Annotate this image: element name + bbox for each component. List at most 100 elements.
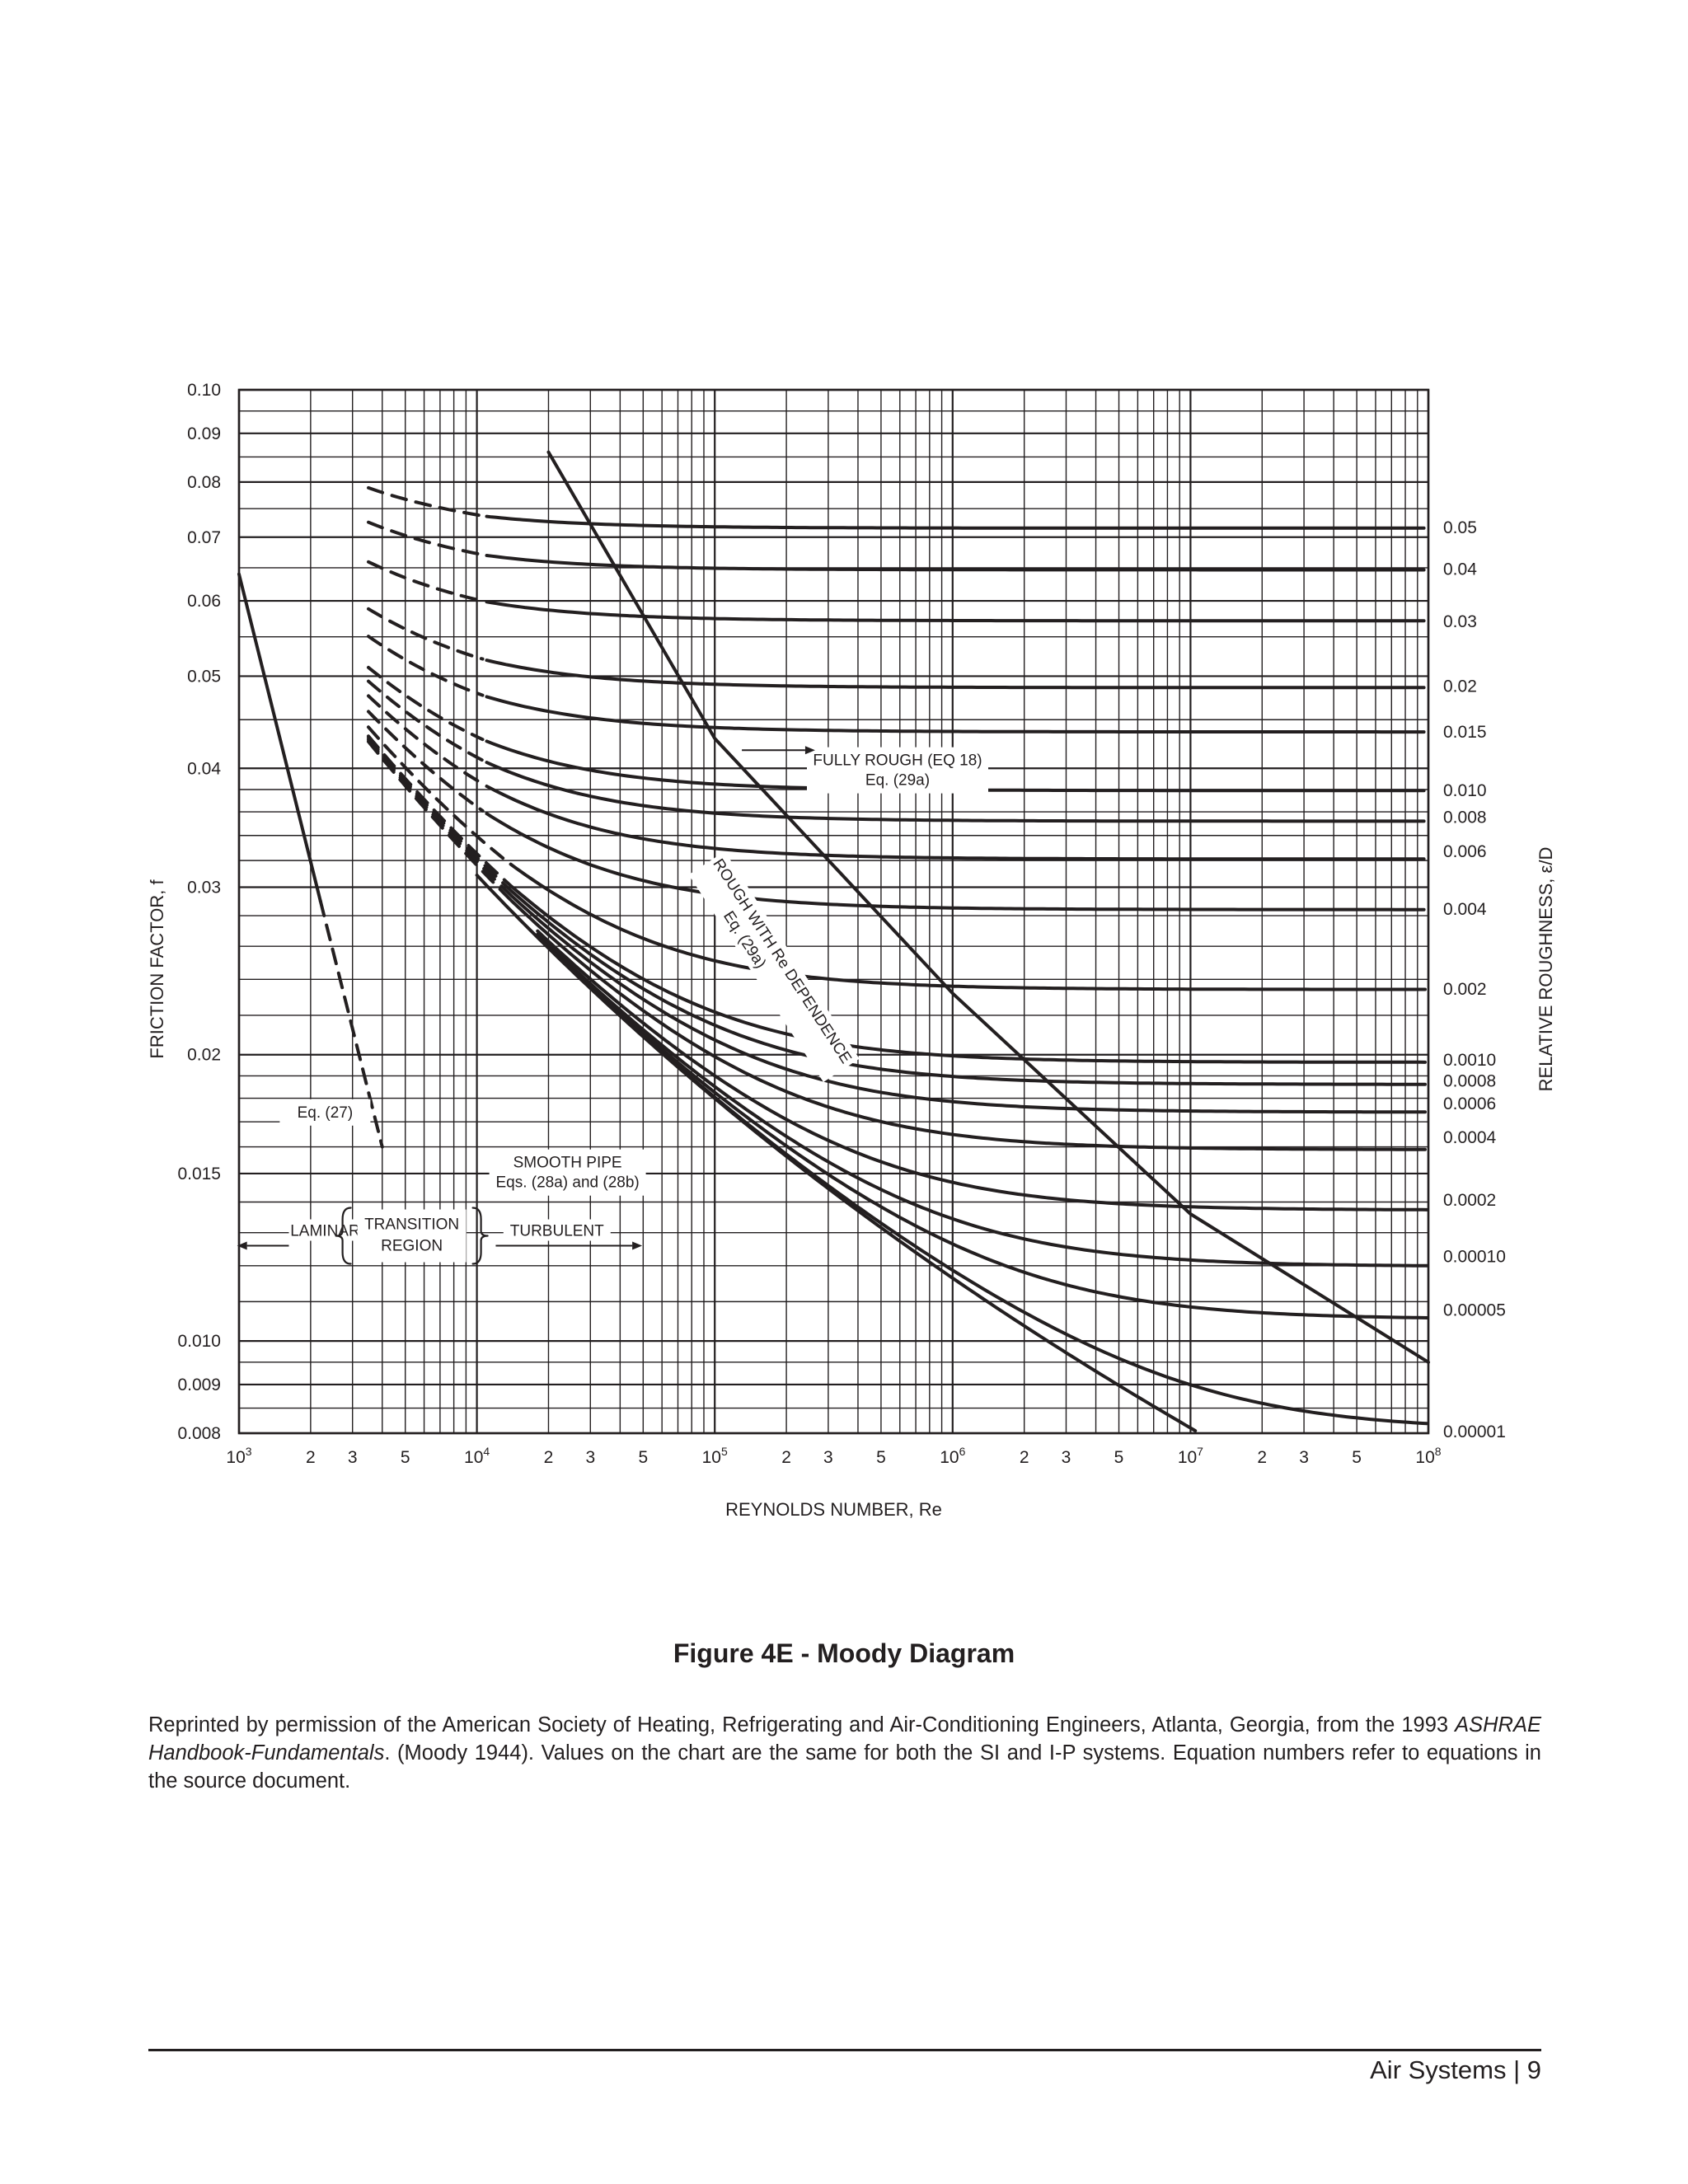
roughness-curve [485,600,1426,623]
y2-axis-title: RELATIVE ROUGHNESS, ε/D [1536,847,1556,1092]
chart-curves [237,450,1430,1432]
roughness-curve [536,935,1429,1426]
x-tick-label: 3 [823,1448,833,1467]
x-tick-label: 2 [1257,1448,1267,1467]
roughness-label: 0.00005 [1443,1301,1506,1320]
rough-re-annotation-bg [688,851,860,1082]
fully-rough-annotation: Eq. (29a) [865,772,930,790]
laminar-label: LAMINAR [290,1223,359,1240]
smooth-pipe-annotation: SMOOTH PIPE [513,1155,622,1172]
roughness-label: 0.00010 [1443,1247,1506,1266]
y-tick-label: 0.08 [187,473,221,492]
x-tick-label: 3 [1299,1448,1309,1467]
transition-curve-dashed [367,607,485,661]
x-tick-label: 2 [544,1448,554,1467]
roughness-label: 0.03 [1443,612,1477,631]
roughness-label: 0.015 [1443,723,1487,742]
transition-brace-left [335,1207,352,1265]
fully-rough-annotation: FULLY ROUGH (EQ 18) [813,752,982,770]
footer-rule [148,2049,1541,2051]
roughness-curve [485,514,1426,530]
y-tick-label: 0.07 [187,528,221,547]
laminar-arrowhead [237,1241,247,1250]
x-tick-label-power: 103 [226,1445,251,1467]
roughness-label: 0.0006 [1443,1094,1496,1113]
roughness-label: 0.004 [1443,900,1487,919]
transition-curve-dashed [367,635,485,697]
turbulent-label: TURBULENT [510,1223,604,1240]
caption-source-title: ASHRAE Handbook-Fundamentals [148,1713,1541,1765]
roughness-label: 0.04 [1443,560,1477,579]
roughness-curve [536,934,1429,1319]
x-tick-label-power: 107 [1178,1445,1203,1467]
roughness-curve [485,695,1426,734]
transition-curve-dashed [367,739,513,902]
roughness-label: 0.00001 [1443,1422,1506,1441]
x-tick-label-power: 105 [702,1445,728,1467]
smooth-pipe-curve [475,873,1198,1432]
roughness-label: 0.0010 [1443,1051,1496,1070]
transition-curve-dashed [367,485,485,518]
x-tick-exponent: 8 [1435,1445,1442,1458]
transition-curve-dashed [367,560,485,603]
roughness-label: 0.010 [1443,781,1487,800]
laminar-line [237,572,322,903]
x-tick-base: 10 [464,1448,483,1467]
roughness-curve [509,884,1427,1064]
x-tick-base: 10 [940,1448,959,1467]
y-axis-title: FRICTION FACTOR, f [147,879,167,1059]
y-tick-label: 0.04 [187,759,221,778]
roughness-curve [485,658,1426,690]
y-tick-label: 0.02 [187,1046,221,1065]
y-tick-label: 0.009 [177,1376,221,1394]
chart-labels: 0.10 0.09 0.08 0.07 0.06 0.05 0.04 0.03 0.02 0.01… [147,381,1556,1520]
roughness-label: 0.05 [1443,518,1477,537]
x-tick-label: 3 [348,1448,358,1467]
x-tick-label: 2 [781,1448,791,1467]
x-tick-label: 5 [638,1448,648,1467]
y-tick-label: 0.03 [187,878,221,897]
caption-text-2: . (Moody 1944). Values on the chart are … [148,1741,1541,1793]
y-tick-label: 0.06 [187,592,221,611]
roughness-label: 0.0004 [1443,1128,1497,1147]
y-tick-label: 0.015 [177,1165,221,1183]
roughness-label: 0.02 [1443,677,1477,696]
x-tick-exponent: 5 [721,1445,728,1458]
x-tick-exponent: 3 [246,1445,252,1458]
roughness-curve [536,932,1429,1268]
roughness-label: 0.008 [1443,808,1487,827]
roughness-curve [485,554,1426,572]
x-tick-base: 10 [226,1448,245,1467]
roughness-curve [485,761,1426,823]
laminar-label-bg [288,1219,363,1241]
x-tick-label-power: 108 [1415,1445,1441,1467]
laminar-line-dashed [318,899,384,1149]
transition-label-2: REGION [381,1238,443,1255]
eq27-annotation-bg [279,1099,371,1126]
x-tick-exponent: 7 [1197,1445,1203,1458]
transition-brace-right [471,1207,489,1265]
page-footer: Air Systems | 9 [1370,2055,1541,2084]
transition-label-bg [357,1209,467,1263]
roughness-curve [509,899,1427,1151]
x-tick-label-power: 104 [464,1445,490,1467]
x-tick-label-power: 106 [940,1445,965,1467]
roughness-curve [509,894,1427,1114]
transition-curve-dashed [367,665,485,742]
turbulent-label-bg [503,1219,611,1241]
x-tick-exponent: 6 [959,1445,966,1458]
fully-rough-annotation-bg [807,747,989,794]
x-tick-base: 10 [1178,1448,1197,1467]
transition-curve-dashed [367,725,513,867]
x-tick-label: 5 [401,1448,410,1467]
y-tick-label: 0.09 [187,424,221,443]
transition-curve-dashed [367,710,485,813]
y-tick-label: 0.05 [187,667,221,686]
x-tick-label: 5 [1114,1448,1124,1467]
transition-label: TRANSITION [364,1216,459,1234]
y-tick-label: 0.010 [177,1332,221,1351]
transition-curve-dashed [367,679,485,762]
roughness-label: 0.0002 [1443,1191,1496,1210]
smooth-pipe-annotation: Eqs. (28a) and (28b) [495,1174,639,1192]
roughness-label: 0.0008 [1443,1072,1496,1091]
